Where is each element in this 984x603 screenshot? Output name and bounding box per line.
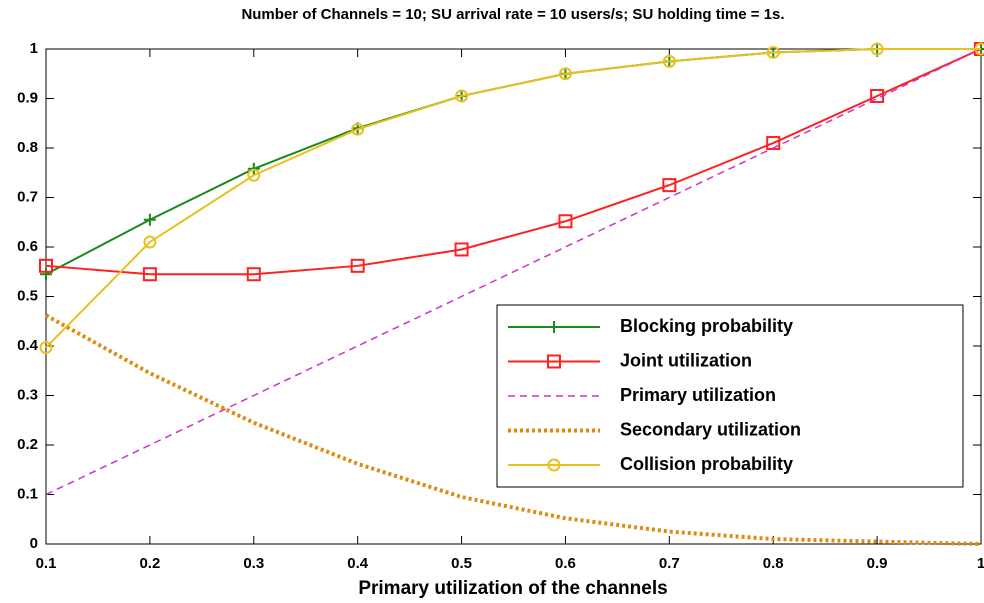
legend-label: Collision probability xyxy=(620,454,793,474)
marker xyxy=(246,267,261,282)
legend-label: Primary utilization xyxy=(620,385,776,405)
x-tick-label: 0.1 xyxy=(36,555,57,572)
y-tick-label: 0 xyxy=(30,535,38,552)
y-tick-label: 0.4 xyxy=(17,337,39,354)
legend-marker xyxy=(548,321,560,333)
x-tick-label: 0.7 xyxy=(659,555,680,572)
marker xyxy=(143,235,157,249)
series-line xyxy=(45,48,982,496)
series-line xyxy=(45,48,982,276)
y-tick-label: 0.9 xyxy=(17,89,38,106)
marker xyxy=(662,54,676,68)
y-tick-label: 0.7 xyxy=(17,188,38,205)
x-tick-label: 0.2 xyxy=(139,555,160,572)
marker xyxy=(558,214,573,229)
legend-marker xyxy=(547,458,561,472)
marker xyxy=(142,267,157,282)
y-tick-label: 0.1 xyxy=(17,485,38,502)
x-tick-label: 0.3 xyxy=(243,555,264,572)
legend-label: Joint utilization xyxy=(620,350,752,370)
marker xyxy=(39,340,53,354)
marker xyxy=(662,178,677,193)
marker xyxy=(558,67,572,81)
marker xyxy=(40,268,52,281)
marker xyxy=(351,122,365,136)
marker xyxy=(350,258,365,273)
marker xyxy=(455,89,469,103)
marker xyxy=(143,213,156,226)
y-tick-label: 0.6 xyxy=(17,238,38,255)
legend-marker xyxy=(547,354,561,369)
marker xyxy=(454,242,469,257)
marker xyxy=(766,136,781,151)
y-tick-label: 1 xyxy=(30,40,38,57)
x-tick-label: 0.8 xyxy=(763,555,784,572)
x-tick-label: 1 xyxy=(977,555,984,572)
y-tick-label: 0.5 xyxy=(17,287,38,304)
y-tick-label: 0.2 xyxy=(17,436,38,453)
x-axis-label: Primary utilization of the channels xyxy=(358,578,667,599)
y-tick-label: 0.3 xyxy=(17,386,38,403)
marker xyxy=(974,42,984,56)
chart-title: Number of Channels = 10; SU arrival rate… xyxy=(241,6,784,23)
legend-marker xyxy=(547,354,561,369)
y-tick-label: 0.8 xyxy=(17,139,38,156)
x-tick-label: 0.4 xyxy=(347,555,369,572)
marker xyxy=(247,168,261,182)
x-tick-label: 0.5 xyxy=(451,555,472,572)
x-tick-label: 0.6 xyxy=(555,555,576,572)
legend-label: Secondary utilization xyxy=(620,419,801,439)
legend-marker xyxy=(547,458,561,472)
series-line xyxy=(45,48,981,349)
legend-label: Blocking probability xyxy=(620,316,793,336)
x-tick-label: 0.9 xyxy=(867,555,888,572)
legend-marker xyxy=(548,321,560,333)
series-line xyxy=(45,313,982,546)
marker xyxy=(870,42,884,56)
marker xyxy=(39,258,53,273)
marker xyxy=(766,45,780,59)
